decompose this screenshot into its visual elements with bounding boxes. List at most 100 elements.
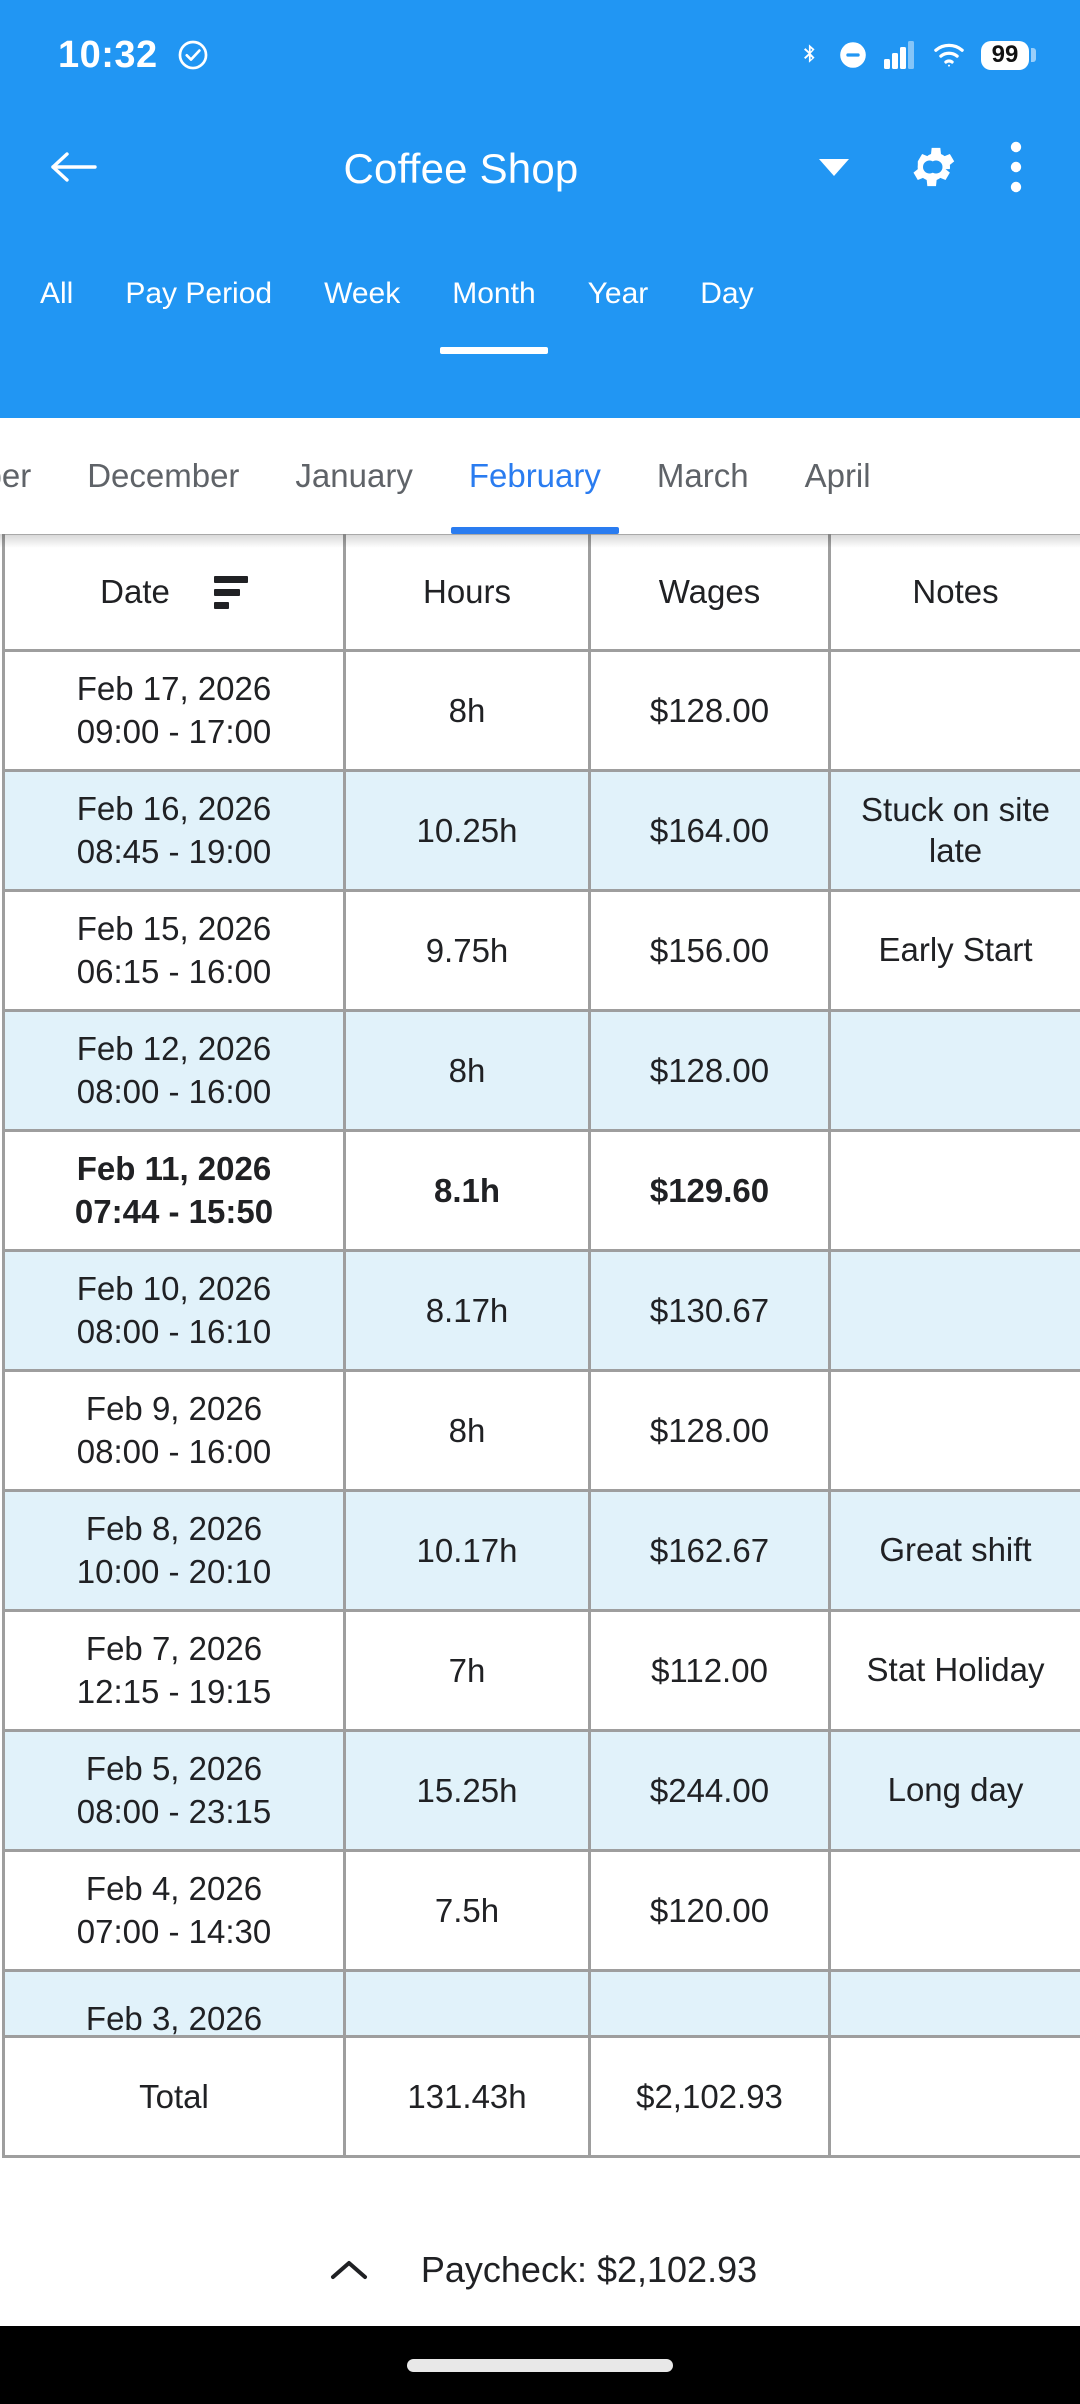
table-row[interactable]: Feb 17, 2026 09:00 - 17:00 8h $128.00 <box>2 650 1080 772</box>
bluetooth-icon <box>797 39 823 71</box>
chevron-up-icon[interactable] <box>323 2244 375 2296</box>
tab-label: Year <box>587 277 649 310</box>
month-tab-february[interactable]: February <box>441 418 629 534</box>
tab-day[interactable]: Day <box>674 252 779 336</box>
cell-wages: $120.00 <box>589 1850 831 1972</box>
column-header-label: Date <box>100 573 170 610</box>
column-header-hours[interactable]: Hours <box>344 534 591 652</box>
cell-notes: Great shift <box>829 1490 1080 1612</box>
sort-icon[interactable] <box>213 575 248 609</box>
table-row[interactable]: Feb 7, 2026 12:15 - 19:15 7h $112.00 Stat… <box>2 1610 1080 1732</box>
tab-label: Day <box>700 277 754 310</box>
cell-date: Feb 16, 2026 08:45 - 19:00 <box>2 770 346 892</box>
table-row[interactable]: Feb 10, 2026 08:00 - 16:10 8.17h $130.67 <box>2 1250 1080 1372</box>
tab-pay-period[interactable]: Pay Period <box>99 252 298 336</box>
table-row-partial[interactable]: Feb 3, 2026 <box>2 1970 1080 2038</box>
back-button[interactable] <box>36 132 110 206</box>
cellular-signal-icon <box>883 40 917 70</box>
table-body: Feb 17, 2026 09:00 - 17:00 8h $128.00 Feb… <box>2 650 1080 2158</box>
cell-notes <box>829 1850 1080 1972</box>
status-bar: 10:32 <box>0 0 1080 110</box>
cell-wages: $130.67 <box>589 1250 831 1372</box>
tab-all[interactable]: All <box>0 252 99 336</box>
month-tab-december[interactable]: December <box>59 418 267 534</box>
status-bar-right: 99 <box>797 39 1036 71</box>
cell-wages: $112.00 <box>589 1610 831 1732</box>
cell-hours: 7h <box>344 1610 591 1732</box>
table-row-selected[interactable]: Feb 11, 2026 07:44 - 15:50 8.1h $129.60 <box>2 1130 1080 1252</box>
cell-hours <box>344 1970 591 2038</box>
period-tab-bar[interactable]: All Pay Period Week Month Year Day <box>0 228 1080 418</box>
table-row[interactable]: Feb 15, 2026 06:15 - 16:00 9.75h $156.00 … <box>2 890 1080 1012</box>
table-row[interactable]: Feb 4, 2026 07:00 - 14:30 7.5h $120.00 <box>2 1850 1080 1972</box>
home-gesture-handle[interactable] <box>407 2358 673 2372</box>
row-time: 06:15 - 16:00 <box>76 952 272 990</box>
job-dropdown-button[interactable] <box>806 141 862 197</box>
tab-underline <box>440 347 548 354</box>
paycheck-summary-bar[interactable]: Paycheck: $2,102.93 <box>0 2214 1080 2326</box>
tab-month[interactable]: Month <box>426 252 561 354</box>
row-date: Feb 7, 2026 <box>85 1629 263 1667</box>
month-tab-label: December <box>87 457 240 494</box>
column-header-date[interactable]: Date <box>2 534 346 652</box>
cell-wages: $129.60 <box>589 1130 831 1252</box>
tab-year[interactable]: Year <box>562 252 675 336</box>
cell-date: Feb 15, 2026 06:15 - 16:00 <box>2 890 346 1012</box>
cell-hours: 8h <box>344 1370 591 1492</box>
month-tab-label: mber <box>0 457 32 494</box>
tab-week[interactable]: Week <box>298 252 426 336</box>
month-tab-january[interactable]: January <box>267 418 440 534</box>
table-row[interactable]: Feb 16, 2026 08:45 - 19:00 10.25h $164.00… <box>2 770 1080 892</box>
cell-notes <box>829 1970 1080 2038</box>
total-notes <box>829 2036 1080 2158</box>
cell-notes <box>829 1370 1080 1492</box>
table-row[interactable]: Feb 12, 2026 08:00 - 16:00 8h $128.00 <box>2 1010 1080 1132</box>
settings-button[interactable] <box>904 137 968 201</box>
cell-wages: $128.00 <box>589 1370 831 1492</box>
system-nav-bar <box>0 2326 1080 2404</box>
cell-wages: $164.00 <box>589 770 831 892</box>
month-tab-label: March <box>656 457 749 494</box>
month-tab-march[interactable]: March <box>629 418 777 534</box>
cell-hours: 8h <box>344 650 591 772</box>
row-time: 07:44 - 15:50 <box>74 1192 274 1230</box>
table-header-row: Date Hours Wages Notes <box>2 534 1080 652</box>
month-tab-bar[interactable]: mber December January February March Apr… <box>0 418 1080 534</box>
table-row[interactable]: Feb 5, 2026 08:00 - 23:15 15.25h $244.00 … <box>2 1730 1080 1852</box>
cell-wages: $128.00 <box>589 1010 831 1132</box>
overflow-menu-button[interactable] <box>992 137 1040 201</box>
row-time: 10:00 - 20:10 <box>76 1552 272 1590</box>
month-tab-november[interactable]: mber <box>0 418 59 534</box>
column-header-wages[interactable]: Wages <box>589 534 831 652</box>
cell-notes: Stuck on site late <box>829 770 1080 892</box>
column-header-notes[interactable]: Notes <box>829 534 1080 652</box>
cell-notes <box>829 650 1080 772</box>
cell-date: Feb 5, 2026 08:00 - 23:15 <box>2 1730 346 1852</box>
row-date: Feb 16, 2026 <box>76 789 272 827</box>
table-header: Date Hours Wages Notes <box>2 534 1080 652</box>
row-date: Feb 5, 2026 <box>85 1749 263 1787</box>
table-row[interactable]: Feb 9, 2026 08:00 - 16:00 8h $128.00 <box>2 1370 1080 1492</box>
cell-hours: 10.17h <box>344 1490 591 1612</box>
row-date: Feb 10, 2026 <box>76 1269 272 1307</box>
tab-label: Week <box>324 277 401 310</box>
gear-icon <box>910 141 962 198</box>
month-tab-april[interactable]: April <box>777 418 899 534</box>
cell-wages: $128.00 <box>589 650 831 772</box>
total-hours: 131.43h <box>344 2036 591 2158</box>
timesheet-table: Date Hours Wages Notes Feb 17, 2026 09:00… <box>2 534 1080 2158</box>
tab-label: All <box>40 277 74 310</box>
check-circle-icon <box>176 38 210 72</box>
cell-wages: $162.67 <box>589 1490 831 1612</box>
row-date: Feb 9, 2026 <box>85 1389 263 1427</box>
month-tab-label: February <box>468 457 601 494</box>
status-clock: 10:32 <box>58 34 158 76</box>
timesheet-table-scroll[interactable]: Date Hours Wages Notes Feb 17, 2026 09:00… <box>0 534 1080 2214</box>
paycheck-label: Paycheck: $2,102.93 <box>420 2249 758 2290</box>
cell-date: Feb 3, 2026 <box>2 1970 346 2038</box>
table-row[interactable]: Feb 8, 2026 10:00 - 20:10 10.17h $162.67 … <box>2 1490 1080 1612</box>
cell-hours: 7.5h <box>344 1850 591 1972</box>
cell-hours: 10.25h <box>344 770 591 892</box>
row-date: Feb 8, 2026 <box>85 1509 263 1547</box>
table-total-row: Total 131.43h $2,102.93 <box>2 2036 1080 2158</box>
